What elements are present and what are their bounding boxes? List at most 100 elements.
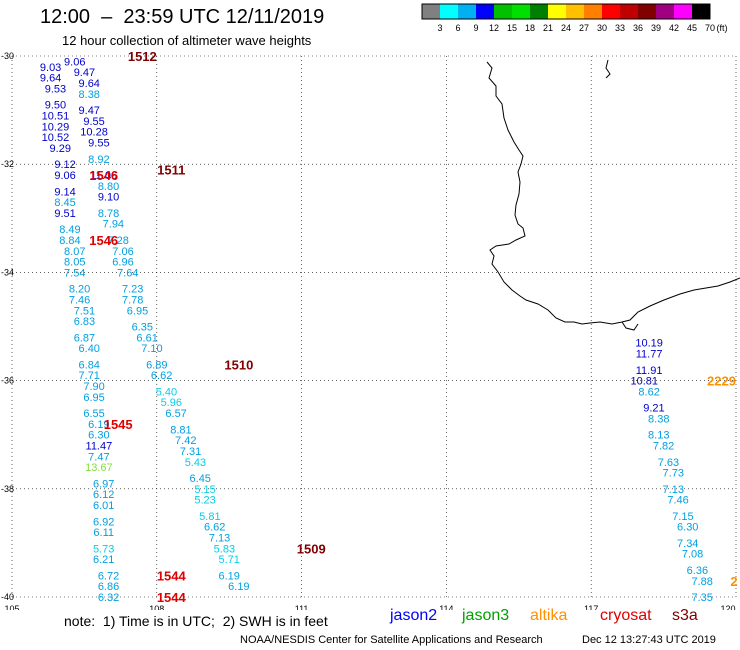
wave-height-label: 6.62 <box>204 522 225 534</box>
wave-height-label: 9.47 <box>79 105 100 117</box>
legend-label: 30 <box>597 23 607 33</box>
wave-height-label: 8.84 <box>59 235 80 247</box>
wave-height-label: 6.95 <box>127 305 148 317</box>
wave-height-label: 9.29 <box>50 143 71 155</box>
wave-height-label: 9.55 <box>88 138 109 150</box>
wave-height-label: 10.52 <box>42 132 70 144</box>
legend-label: 18 <box>525 23 535 33</box>
pass-time-label: 2 <box>730 574 737 589</box>
wave-height-label: 6.19 <box>218 570 239 582</box>
wave-height-label: 7.82 <box>653 441 674 453</box>
wave-height-label: 7.73 <box>663 468 684 480</box>
wave-height-label: 6.57 <box>165 408 186 420</box>
wave-height-label: 6.89 <box>146 359 167 371</box>
pass-time-label: 1544 <box>157 568 187 583</box>
graticule <box>11 55 737 598</box>
lat-tick-label: -36 <box>1 376 14 386</box>
legend-swatch <box>656 4 674 19</box>
longitude-axis: 105 108 111 114 117 120 <box>4 604 735 610</box>
wave-height-label: 6.83 <box>74 316 95 328</box>
wave-height-label: 9.21 <box>643 403 664 415</box>
wave-height-label: 7.35 <box>692 592 713 604</box>
wave-height-label: 6.01 <box>93 500 114 512</box>
wave-height-label: 5.40 <box>156 386 177 398</box>
wave-height-label: 7.15 <box>672 511 693 523</box>
legend-swatch <box>602 4 620 19</box>
australia-coastline-cape <box>621 321 639 331</box>
wave-height-label: 9.53 <box>45 83 66 95</box>
wave-height-label: 5.71 <box>218 554 239 566</box>
wave-height-label: 6.55 <box>83 408 104 420</box>
lat-tick-label: -32 <box>1 159 14 169</box>
pass-time-label: 1512 <box>128 49 157 64</box>
wave-height-label: 7.63 <box>658 457 679 469</box>
wave-height-label: 7.13 <box>663 484 684 496</box>
satellite-s3a: s3a <box>672 607 698 624</box>
wave-height-label: 6.19 <box>88 419 109 431</box>
wave-height-label: 6.84 <box>79 359 100 371</box>
wave-height-label: 9.06 <box>64 56 85 68</box>
wave-height-label: 7.64 <box>117 267 138 279</box>
wave-height-label: 6.19 <box>228 581 249 593</box>
footer-credit: NOAA/NESDIS Center for Satellite Applica… <box>240 634 543 646</box>
wave-height-label: 5.83 <box>214 543 235 555</box>
wave-height-label: 5.96 <box>161 397 182 409</box>
legend-label: 24 <box>561 23 571 33</box>
wave-height-label: 6.30 <box>88 430 109 442</box>
wave-height-label: 9.47 <box>74 67 95 79</box>
legend-swatch <box>530 4 548 19</box>
legend-swatch <box>584 4 602 19</box>
chart-title: 12:00 – 23:59 UTC 12/11/2019 <box>40 6 325 28</box>
wave-height-label: 6.61 <box>136 332 157 344</box>
wave-height-label: 11.06 <box>90 170 117 182</box>
wave-height-label: 5.81 <box>199 511 220 523</box>
satellite-cryosat: cryosat <box>600 607 652 624</box>
wave-height-label: 9.03 <box>40 62 61 74</box>
legend-swatch <box>674 4 692 19</box>
wave-height-label: 6.12 <box>93 489 114 501</box>
wave-height-label: 9.12 <box>54 159 75 171</box>
wave-height-label: 6.36 <box>687 565 708 577</box>
color-legend: 3 6 9 12 15 18 21 24 27 30 33 36 39 42 45 70 (ft) <box>421 3 728 33</box>
wave-height-label: 7.31 <box>180 446 201 458</box>
wave-height-label: 7.28 <box>107 235 128 247</box>
lat-tick-label: -40 <box>1 592 14 602</box>
wave-height-label: 8.20 <box>69 284 90 296</box>
wave-height-label: 8.81 <box>170 424 191 436</box>
wave-height-label: 6.62 <box>151 370 172 382</box>
legend-label: 42 <box>669 23 679 33</box>
wave-height-label: 6.30 <box>677 522 698 534</box>
wave-height-label: 6.45 <box>190 473 211 485</box>
legend-swatch <box>620 4 638 19</box>
lon-tick-label: 105 <box>4 604 19 610</box>
legend-unit: (ft) <box>717 23 728 33</box>
wave-height-label: 7.51 <box>74 305 95 317</box>
wave-height-label: 7.78 <box>122 294 143 306</box>
wave-height-label: 7.88 <box>692 576 713 588</box>
wave-height-label: 7.08 <box>682 549 703 561</box>
wave-height-label: 8.92 <box>88 154 109 166</box>
legend-label: 33 <box>615 23 625 33</box>
wave-height-label: 7.71 <box>79 370 100 382</box>
wave-height-label: 7.54 <box>64 267 85 279</box>
wave-height-label: 8.80 <box>98 181 119 193</box>
wave-height-label: 7.06 <box>112 246 133 258</box>
wave-height-label: 8.07 <box>64 246 85 258</box>
wave-height-label: 8.78 <box>98 208 119 220</box>
wave-height-map: 105 108 111 114 117 120 -30 -32 -34 -36 -38 -40 9.… <box>0 49 740 610</box>
wave-height-label: 9.51 <box>54 208 75 220</box>
wave-height-label: 5.73 <box>93 543 114 555</box>
wave-height-label: 5.15 <box>194 484 215 496</box>
wave-height-label: 11.47 <box>86 441 113 453</box>
altimeter-tracks: 9.069.479.039.64 9.649.53 8.389.50 9.4710.5… <box>40 56 713 604</box>
legend-label: 39 <box>651 23 661 33</box>
wave-height-label: 5.43 <box>185 457 206 469</box>
pass-time-label: 1509 <box>297 541 326 556</box>
legend-swatch <box>692 4 710 19</box>
legend-swatch <box>476 4 494 19</box>
wave-height-label: 9.14 <box>54 186 75 198</box>
pass-time-label: 2229 <box>707 374 736 389</box>
satellite-jason3: jason3 <box>462 607 510 624</box>
pass-time-label: 1546 <box>89 168 118 183</box>
legend-swatch <box>458 4 476 19</box>
